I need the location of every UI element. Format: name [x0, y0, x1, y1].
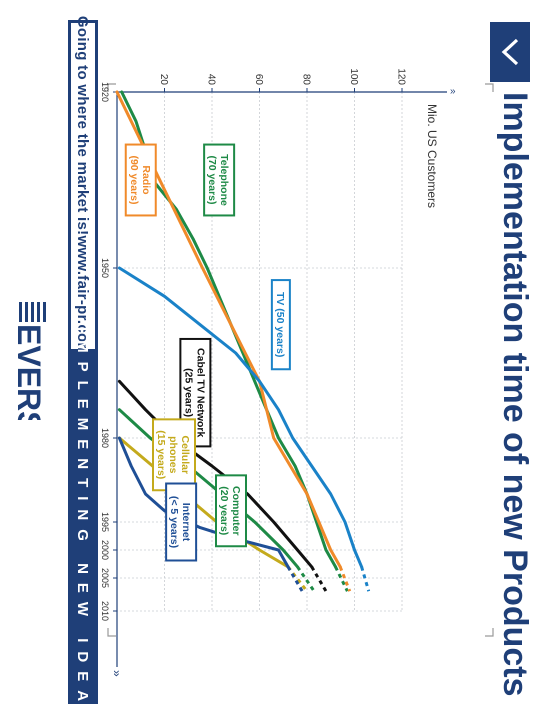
series-label-text: phones — [167, 436, 179, 473]
footer-tagline-bar: Going to where the market is! www.fair-p… — [68, 16, 98, 356]
y-axis-label: Mio. US Customers — [425, 104, 439, 208]
x-tick-label: 2000 — [100, 540, 110, 560]
x-tick-label: 1995 — [100, 512, 110, 532]
series-label-box — [124, 143, 157, 217]
x-tick-label: 1920 — [100, 82, 110, 102]
series-label-text: (20 years) — [218, 486, 230, 535]
series-label-text: Computer — [230, 486, 242, 536]
y-tick-label: 80 — [301, 74, 312, 86]
series-label-5: Computer(20 years) — [215, 474, 247, 548]
chevron-down-icon — [501, 38, 519, 66]
series-label-box — [203, 143, 236, 217]
footer-tagline: Going to where the market is! — [74, 15, 92, 236]
series-label-text: Telephone — [218, 154, 230, 206]
logo-text: EVERS — [11, 324, 47, 420]
y-tick-label: 120 — [396, 68, 407, 85]
x-tick-label: 2010 — [100, 601, 110, 621]
series-label-text: Internet — [180, 503, 192, 542]
series-label-text: (15 years) — [155, 430, 167, 479]
y-tick-label: 100 — [348, 68, 359, 85]
frame-corner — [485, 83, 494, 92]
x-axis-arrow-icon: » — [110, 670, 124, 677]
frame-corner — [107, 628, 116, 637]
y-tick-label: 60 — [253, 74, 264, 86]
series-line-6 — [117, 436, 290, 569]
x-tick-label: 1950 — [100, 258, 110, 278]
y-tick-label: 20 — [158, 74, 169, 86]
series-label-0: Telephone(70 years) — [203, 143, 236, 217]
series-label-text: (70 years) — [206, 155, 218, 204]
series-projection-5 — [296, 565, 316, 593]
series-label-text: (90 years) — [128, 155, 140, 204]
y-tick-label: 40 — [206, 74, 217, 86]
series-label-box — [270, 279, 291, 371]
footer-slogan-bar: IMPLEMENTING NEW IDEAS — [68, 327, 98, 720]
series-label-6: Internet(< 5 years) — [165, 482, 198, 562]
x-tick-label: 2005 — [100, 568, 110, 588]
series-projection-1 — [338, 566, 352, 592]
frame-corner — [107, 83, 116, 92]
footer-slogan: IMPLEMENTING NEW IDEAS — [74, 326, 92, 720]
series-label-text: Cellular — [179, 436, 191, 475]
chart-labels: Telephone(70 years) Radio(90 years) TV (50… — [124, 143, 291, 562]
series-label-text: Radio — [140, 165, 152, 194]
logo-stripes-icon — [19, 302, 46, 322]
series-label-text: Cabel TV Network — [194, 348, 206, 437]
title-bar — [490, 22, 530, 82]
series-projection-4 — [286, 565, 309, 593]
line-chart: » » 20 40 60 80 100 120 1920 1950 1980 1995 2000 2005… — [100, 68, 494, 677]
series-label-text: TV (50 years) — [274, 292, 286, 357]
series-label-1: Radio(90 years) — [124, 143, 157, 217]
chart-axes: » » 20 40 60 80 100 120 1920 1950 1980 1995 2000 2005… — [100, 68, 456, 677]
series-projection-3 — [310, 566, 328, 592]
series-label-box — [215, 474, 247, 548]
series-projection-6 — [286, 566, 304, 592]
x-tick-label: 1980 — [100, 428, 110, 448]
y-axis-arrow-icon: » — [450, 86, 456, 97]
series-line-4 — [117, 436, 290, 569]
series-label-box — [165, 482, 198, 562]
series-label-2: TV (50 years) — [270, 279, 291, 371]
chart-grid — [117, 91, 403, 612]
series-label-text: (25 years) — [182, 368, 194, 417]
series-projection-2 — [360, 566, 371, 592]
evers-logo: EVERS — [11, 302, 47, 420]
chart-frame — [107, 83, 494, 637]
series-label-text: (< 5 years) — [168, 496, 180, 548]
series-line-1 — [115, 90, 342, 569]
frame-corner — [485, 628, 494, 637]
series-line-2 — [117, 266, 364, 569]
